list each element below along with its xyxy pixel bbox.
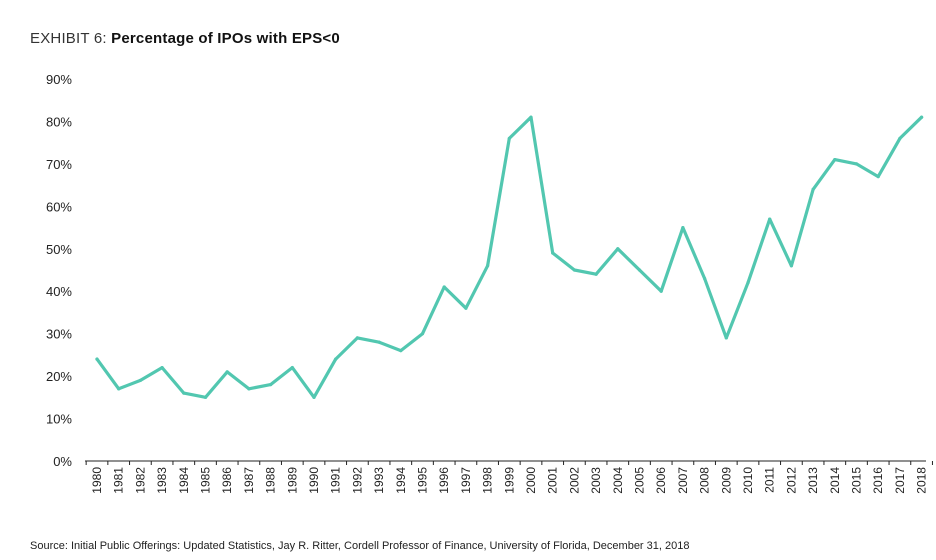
- x-tick-label: 2001: [546, 467, 560, 494]
- x-tick-label: 1982: [133, 467, 147, 494]
- x-tick-label: 2015: [850, 467, 864, 494]
- data-point: [789, 264, 794, 268]
- x-tick-label: 2017: [893, 467, 907, 494]
- chart-title: EXHIBIT 6: Percentage of IPOs with EPS<0: [30, 30, 340, 47]
- x-tick-label: 1986: [220, 467, 234, 494]
- y-tick-label: 0%: [53, 454, 72, 469]
- data-point: [529, 115, 533, 119]
- data-point: [746, 281, 750, 285]
- data-point: [833, 158, 837, 162]
- x-tick-label: 2008: [698, 467, 712, 494]
- x-tick-label: 1995: [416, 467, 430, 494]
- x-tick-label: 1994: [394, 467, 408, 494]
- x-tick-label: 1980: [90, 467, 104, 494]
- data-point: [724, 336, 728, 340]
- data-point: [572, 268, 577, 272]
- data-point: [811, 187, 815, 191]
- y-tick-label: 40%: [46, 284, 72, 299]
- x-tick-label: 1999: [502, 467, 516, 494]
- x-tick-label: 2002: [567, 467, 581, 494]
- x-tick-label: 1985: [199, 467, 213, 494]
- data-point: [420, 332, 425, 336]
- x-tick-label: 2018: [915, 467, 929, 494]
- data-point: [377, 340, 381, 344]
- data-point: [225, 370, 229, 374]
- y-tick-label: 90%: [46, 72, 72, 87]
- x-tick-label: 1998: [481, 467, 495, 494]
- y-axis: 0% 10% 20% 30% 40% 50% 60% 70% 80% 90%: [46, 72, 72, 469]
- data-point: [290, 366, 294, 370]
- source-note: Source: Initial Public Offerings: Update…: [30, 540, 690, 552]
- x-tick-label: 2013: [806, 467, 820, 494]
- x-tick-label: 2005: [633, 467, 647, 494]
- y-tick-label: 30%: [46, 327, 72, 342]
- data-point: [681, 225, 685, 230]
- x-tick-label: 2016: [871, 467, 885, 494]
- y-tick-label: 10%: [46, 412, 72, 427]
- x-tick-label: 1987: [242, 467, 256, 494]
- data-point: [247, 387, 251, 391]
- y-tick-label: 50%: [46, 242, 72, 257]
- x-tick-label: 1981: [112, 467, 126, 494]
- x-tick-label: 2004: [611, 467, 625, 494]
- x-tick-label: 1990: [307, 467, 321, 494]
- x-tick-label: 2006: [654, 467, 668, 494]
- series-group: [95, 115, 924, 399]
- y-tick-label: 60%: [46, 199, 72, 214]
- x-tick-label: 1991: [329, 467, 343, 494]
- x-tick-label: 2000: [524, 467, 538, 494]
- data-point: [203, 395, 208, 399]
- x-tick-label: 1989: [285, 467, 299, 494]
- x-tick-label: 2014: [828, 467, 842, 494]
- data-point: [876, 175, 880, 179]
- exhibit-label: EXHIBIT 6:: [30, 30, 107, 47]
- x-tick-label: 1984: [177, 467, 191, 494]
- x-tick-label: 1996: [437, 467, 451, 494]
- data-point: [703, 276, 707, 281]
- data-point: [594, 272, 598, 276]
- x-tick-label: 1992: [350, 467, 364, 494]
- data-point: [898, 136, 902, 141]
- x-tick-label: 2010: [741, 467, 755, 494]
- data-point: [442, 285, 446, 289]
- x-tick-label: 2011: [763, 467, 777, 493]
- data-point: [616, 247, 620, 251]
- series-line: [95, 115, 924, 399]
- data-point: [659, 289, 663, 293]
- data-point: [637, 268, 642, 272]
- data-point: [312, 395, 316, 399]
- line-chart: 0%10%20%30%40%50%60%70%80%90% 1980 1981 19…: [46, 72, 933, 494]
- x-tick-label: 2009: [719, 467, 733, 494]
- x-tick-label: 1983: [155, 467, 169, 494]
- data-point: [355, 336, 359, 340]
- x-tick-label: 1993: [372, 467, 386, 494]
- data-point: [768, 217, 772, 221]
- data-point: [551, 251, 555, 255]
- x-tick-label: 2007: [676, 467, 690, 494]
- y-tick-label: 20%: [46, 369, 72, 384]
- data-point: [182, 391, 186, 395]
- y-tick-label: 80%: [46, 114, 72, 129]
- data-point: [138, 378, 142, 382]
- data-point: [486, 264, 490, 268]
- data-point: [269, 383, 273, 387]
- data-point: [160, 366, 164, 370]
- data-point: [920, 115, 924, 119]
- x-tick-label: 2003: [589, 467, 603, 494]
- data-point: [854, 162, 859, 166]
- x-axis: 1980 1981 1982 1983 1984 1985 1986 1987 1988 1989…: [85, 460, 933, 494]
- x-tick-label: 1997: [459, 467, 473, 494]
- data-point: [399, 349, 403, 353]
- y-tick-label: 70%: [46, 157, 72, 172]
- data-point: [464, 306, 468, 310]
- data-point: [117, 387, 121, 391]
- data-point: [507, 136, 511, 141]
- chart-title-text: Percentage of IPOs with EPS<0: [111, 30, 340, 47]
- x-tick-label: 1988: [264, 467, 278, 494]
- data-point: [95, 357, 99, 361]
- x-tick-label: 2012: [784, 467, 798, 494]
- data-point: [334, 357, 338, 361]
